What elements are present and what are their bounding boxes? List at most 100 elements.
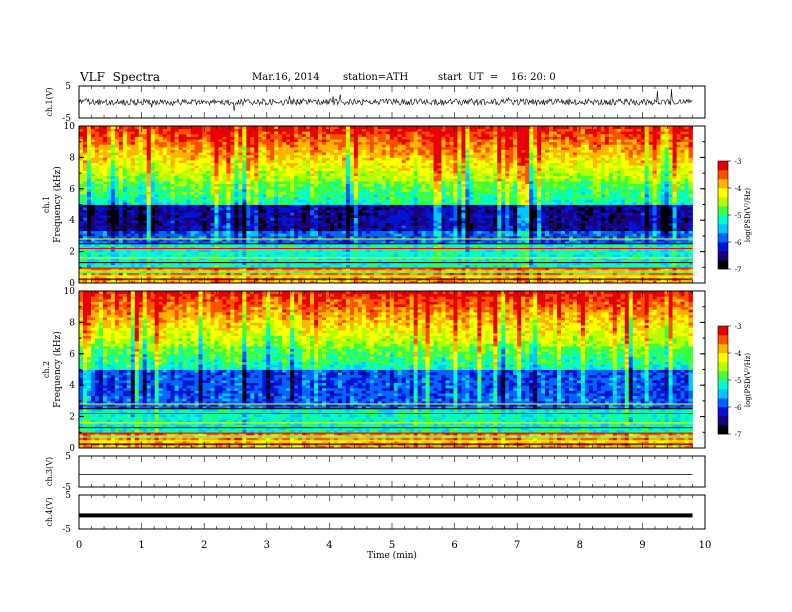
spectrogram-cell [417, 233, 422, 237]
spectrogram-cell [337, 269, 343, 273]
spectrogram-cell [174, 280, 179, 284]
spectrogram-cell [202, 238, 207, 242]
spectrogram-cell [437, 264, 442, 268]
spectrogram-cell [592, 259, 598, 263]
spectrogram-cell [314, 196, 319, 200]
spectrogram-cell [549, 207, 554, 211]
spectrogram-cell [306, 225, 311, 229]
spectrogram-cell [298, 262, 303, 266]
spectrogram-cell [672, 212, 677, 216]
spectrogram-cell [421, 217, 426, 221]
spectrogram-cell [521, 267, 526, 271]
spectrogram-cell [580, 233, 586, 237]
spectrogram-cell [672, 267, 677, 271]
spectrogram-cell [505, 241, 510, 245]
spectrogram-cell [417, 230, 422, 234]
spectrogram-cell [286, 246, 291, 250]
spectrogram-cell [210, 267, 215, 271]
spectrogram-cell [250, 230, 255, 234]
spectrogram-cell [453, 246, 458, 250]
spectrogram-cell [365, 222, 371, 226]
spectrogram-cell [405, 248, 411, 252]
spectrogram-cell [210, 264, 215, 268]
spectrogram-cell [481, 217, 486, 221]
spectrogram-cell [254, 212, 259, 216]
spectrogram-cell [568, 225, 574, 229]
spectrogram-cell [170, 233, 175, 237]
spectrogram-cell [166, 246, 172, 250]
spectrogram-cell [533, 209, 538, 213]
spectrogram-cell [588, 241, 594, 245]
spectrogram-cell [505, 217, 510, 221]
spectrogram-cell [497, 280, 502, 284]
spectrogram-cell [126, 262, 132, 266]
spectrogram-cell [513, 222, 518, 226]
spectrogram-cell [142, 201, 148, 205]
spectrogram-cell [397, 246, 403, 250]
spectrogram-cell [632, 233, 638, 237]
spectrogram-cell [636, 212, 642, 216]
spectrogram-cell [664, 275, 669, 279]
spectrogram-cell [82, 241, 88, 245]
spectrogram-cell [449, 280, 454, 284]
spectrogram-cell [122, 201, 128, 205]
spectrogram-cell [325, 225, 331, 229]
spectrogram-cell [218, 201, 223, 205]
spectrogram-cell [596, 272, 602, 276]
spectrogram-cell [329, 238, 335, 242]
spectrogram-cell [608, 248, 614, 252]
spectrogram-cell [684, 246, 689, 250]
spectrogram-cell [373, 220, 379, 224]
spectrogram-cell [485, 272, 490, 276]
spectrogram-cell [162, 254, 168, 258]
spectrogram-cell [377, 269, 383, 273]
spectrogram-cell [381, 248, 387, 252]
spectrogram-cell [604, 220, 610, 224]
spectrogram-cell [664, 217, 669, 221]
spectrogram-cell [246, 204, 251, 208]
spectrogram-cell [274, 233, 279, 237]
spectrogram-cell [397, 235, 403, 239]
spectrogram-cell [90, 217, 96, 221]
spectrogram-cell [154, 262, 160, 266]
spectrogram-cell [138, 220, 144, 224]
spectrogram-cell [286, 196, 291, 200]
spectrogram-cell [202, 233, 207, 237]
spectrogram-cell [126, 264, 132, 268]
spectrogram-cell [561, 233, 566, 237]
spectrogram-cell [541, 243, 546, 247]
station-label: station=ATH [343, 72, 409, 83]
spectrogram-cell [258, 233, 263, 237]
spectrogram-cell [170, 222, 175, 226]
spectrogram-cell [266, 280, 271, 284]
spectrogram-cell [377, 212, 383, 216]
spectrogram-cell [98, 209, 104, 213]
spectrogram-cell [178, 262, 183, 266]
spectrogram-cell [497, 246, 502, 250]
spectrogram-cell [660, 214, 665, 218]
spectrogram-cell [604, 267, 610, 271]
spectrogram-cell [290, 272, 295, 276]
spectrogram-cell [94, 238, 100, 242]
spectrogram-cell [421, 241, 426, 245]
spectrogram-cell [588, 259, 594, 263]
spectrogram-cell [576, 264, 582, 268]
spectrogram-cell [453, 280, 458, 284]
spectrogram-cell [680, 201, 685, 205]
spectrogram-cell [549, 259, 554, 263]
spectrogram-cell [278, 275, 283, 279]
spectrogram-cell [680, 207, 685, 211]
spectrogram-cell [393, 264, 399, 268]
spectrogram-cell [489, 238, 494, 242]
spectrogram-cell [361, 243, 367, 247]
spectrogram-cell [302, 246, 307, 250]
spectrogram-cell [656, 238, 662, 242]
spectrogram-cell [465, 235, 470, 239]
spectrogram-cell [672, 246, 677, 250]
spectrogram-cell [142, 222, 148, 226]
spectrogram-cell [497, 262, 502, 266]
spectrogram-cell [361, 267, 367, 271]
spectrogram-cell [274, 272, 279, 276]
spectrogram-cell [122, 269, 128, 273]
spectrogram-cell [373, 272, 379, 276]
